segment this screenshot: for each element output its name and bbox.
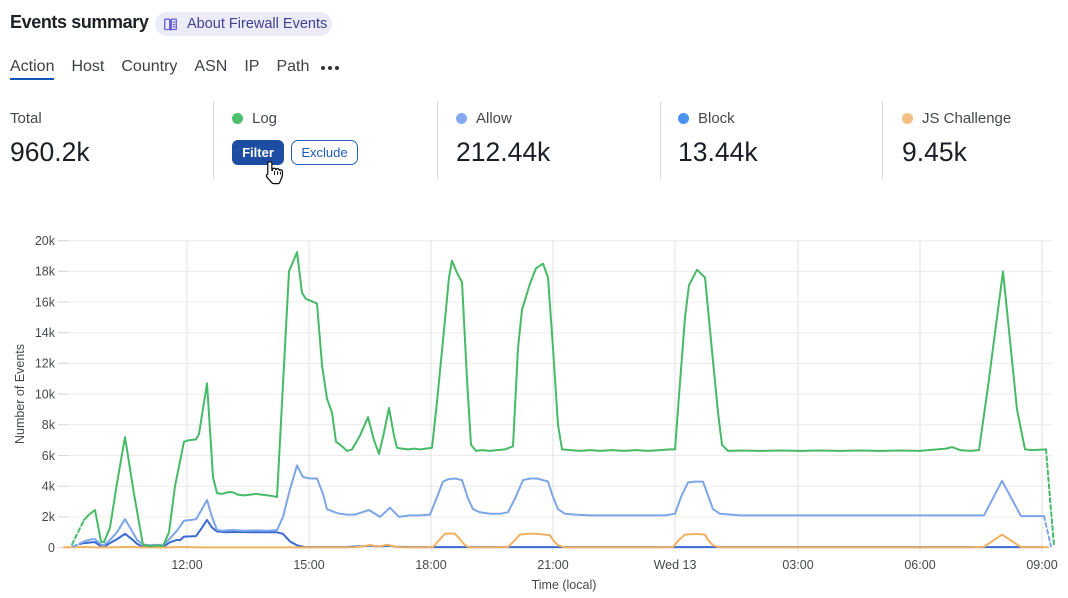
svg-text:18:00: 18:00 (415, 558, 446, 572)
svg-text:09:00: 09:00 (1026, 558, 1057, 572)
svg-text:10k: 10k (35, 387, 56, 401)
svg-text:Wed 13: Wed 13 (654, 558, 697, 572)
svg-text:Time (local): Time (local) (532, 578, 597, 592)
svg-text:12k: 12k (35, 357, 56, 371)
svg-text:18k: 18k (35, 265, 56, 279)
svg-text:0: 0 (48, 541, 55, 555)
svg-text:20k: 20k (35, 234, 56, 248)
svg-text:Number of Events: Number of Events (13, 344, 27, 444)
svg-text:21:00: 21:00 (537, 558, 568, 572)
svg-text:14k: 14k (35, 326, 56, 340)
svg-text:06:00: 06:00 (904, 558, 935, 572)
svg-text:8k: 8k (42, 418, 56, 432)
svg-text:03:00: 03:00 (782, 558, 813, 572)
svg-text:4k: 4k (42, 480, 56, 494)
svg-text:2k: 2k (42, 510, 56, 524)
svg-text:15:00: 15:00 (293, 558, 324, 572)
svg-text:6k: 6k (42, 449, 56, 463)
svg-text:16k: 16k (35, 295, 56, 309)
svg-text:12:00: 12:00 (171, 558, 202, 572)
